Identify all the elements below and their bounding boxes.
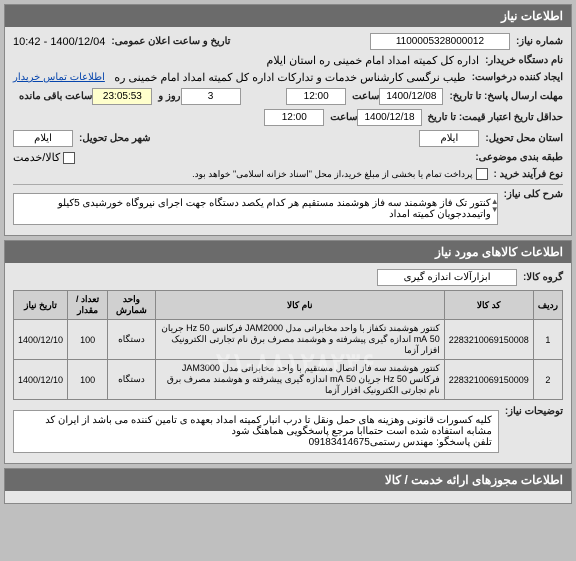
pay-note: پرداخت تمام یا بخشی از مبلغ خرید،از محل … (192, 169, 472, 180)
overall-text: کنتور تک فاز هوشمند سه فاز هوشمند مستقیم… (58, 198, 491, 220)
goods-header: اطلاعات کالاهای مورد نیاز (5, 241, 571, 263)
province-value: ایلام (419, 130, 479, 147)
creator-value: طیب نرگسی کارشناس خدمات و تدارکات اداره … (114, 71, 465, 84)
goods-table: ردیف کد کالا نام کالا واحد شمارش تعداد /… (13, 290, 563, 400)
remain-time: 23:05:53 (92, 88, 152, 105)
deadline-time: 12:00 (286, 88, 346, 105)
validity-date: 1400/12/18 (357, 109, 421, 126)
col-date: تاریخ نیاز (14, 291, 68, 320)
cell: 100 (68, 320, 108, 360)
remain-label: ساعت باقی مانده (19, 91, 92, 102)
cell: 2 (533, 360, 562, 400)
cell: 1400/12/10 (14, 320, 68, 360)
cell: دستگاه (108, 320, 156, 360)
city-value: ایلام (13, 130, 73, 147)
cell: 2283210069150008 (444, 320, 533, 360)
cat-checkbox[interactable] (63, 152, 75, 164)
announce-value: 1400/12/04 - 10:42 (13, 36, 105, 48)
col-name: نام کالا (155, 291, 444, 320)
cell: 1400/12/10 (14, 360, 68, 400)
panel-title: اطلاعات نیاز (5, 5, 571, 27)
col-idx: ردیف (533, 291, 562, 320)
city-label: شهر محل تحویل: (79, 133, 151, 144)
cell: 1 (533, 320, 562, 360)
col-qty: تعداد / مقدار (68, 291, 108, 320)
deadline-label: مهلت ارسال پاسخ: تا تاریخ: (449, 91, 563, 102)
creator-label: ایجاد کننده درخواست: (472, 72, 563, 83)
deadline-time-label: ساعت (352, 91, 379, 102)
need-number-label: شماره نیاز: (516, 36, 563, 47)
table-row: 2 2283210069150009 کنتور هوشمند سه فاز ا… (14, 360, 563, 400)
cell: دستگاه (108, 360, 156, 400)
table-row: 1 2283210069150008 کنتور هوشمند تکفاز با… (14, 320, 563, 360)
scroll-arrows[interactable]: ▲▼ (491, 198, 499, 214)
perm-header: اطلاعات مجوزهای ارائه خدمت / کالا (5, 469, 571, 491)
cell: کنتور هوشمند سه فاز اتصال مستقیم با واحد… (155, 360, 444, 400)
cat-value: کالا/خدمت (13, 151, 60, 164)
validity-label: حداقل تاریخ اعتبار قیمت: تا تاریخ (428, 112, 563, 123)
cat-label: طبقه بندی موضوعی: (475, 152, 563, 163)
validity-time-label: ساعت (330, 112, 357, 123)
province-label: استان محل تحویل: (485, 133, 563, 144)
notes-label: توضیحات نیاز: (505, 406, 563, 417)
col-unit: واحد شمارش (108, 291, 156, 320)
contact-link[interactable]: اطلاعات تماس خریدار (13, 72, 105, 83)
cell: 2283210069150009 (444, 360, 533, 400)
cell: 100 (68, 360, 108, 400)
remain-days: 3 (181, 88, 241, 105)
notes-text: کلیه کسورات قانونی وهزینه های حمل ونقل ت… (13, 410, 499, 453)
overall-label: شرح کلی نیاز: (504, 189, 563, 200)
col-code: کد کالا (444, 291, 533, 320)
need-number: 1100005328000012 (370, 33, 510, 50)
announce-label: تاریخ و ساعت اعلان عمومی: (111, 36, 230, 47)
buytype-label: نوع فرآیند خرید : (494, 169, 563, 180)
deadline-date: 1400/12/08 (379, 88, 443, 105)
remain-days-label: روز و (158, 91, 180, 102)
group-label: گروه کالا: (523, 272, 563, 283)
buytype-checkbox[interactable] (476, 168, 488, 180)
org-label: نام دستگاه خریدار: (485, 55, 563, 66)
group-value: ابزارآلات اندازه گیری (377, 269, 517, 286)
validity-time: 12:00 (264, 109, 324, 126)
cell: کنتور هوشمند تکفاز با واحد مخابراتی مدل … (155, 320, 444, 360)
org-value: اداره کل کمیته امداد امام خمینی ره استان… (267, 54, 480, 67)
